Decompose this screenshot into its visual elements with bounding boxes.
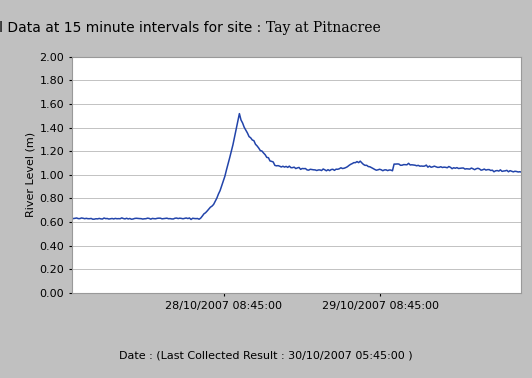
Text: River Level Data at 15 minute intervals for site :: River Level Data at 15 minute intervals …: [0, 21, 266, 35]
Y-axis label: River Level (m): River Level (m): [25, 132, 35, 217]
Text: Tay at Pitnacree: Tay at Pitnacree: [266, 21, 381, 35]
Text: Date : (Last Collected Result : 30/10/2007 05:45:00 ): Date : (Last Collected Result : 30/10/20…: [119, 350, 413, 360]
